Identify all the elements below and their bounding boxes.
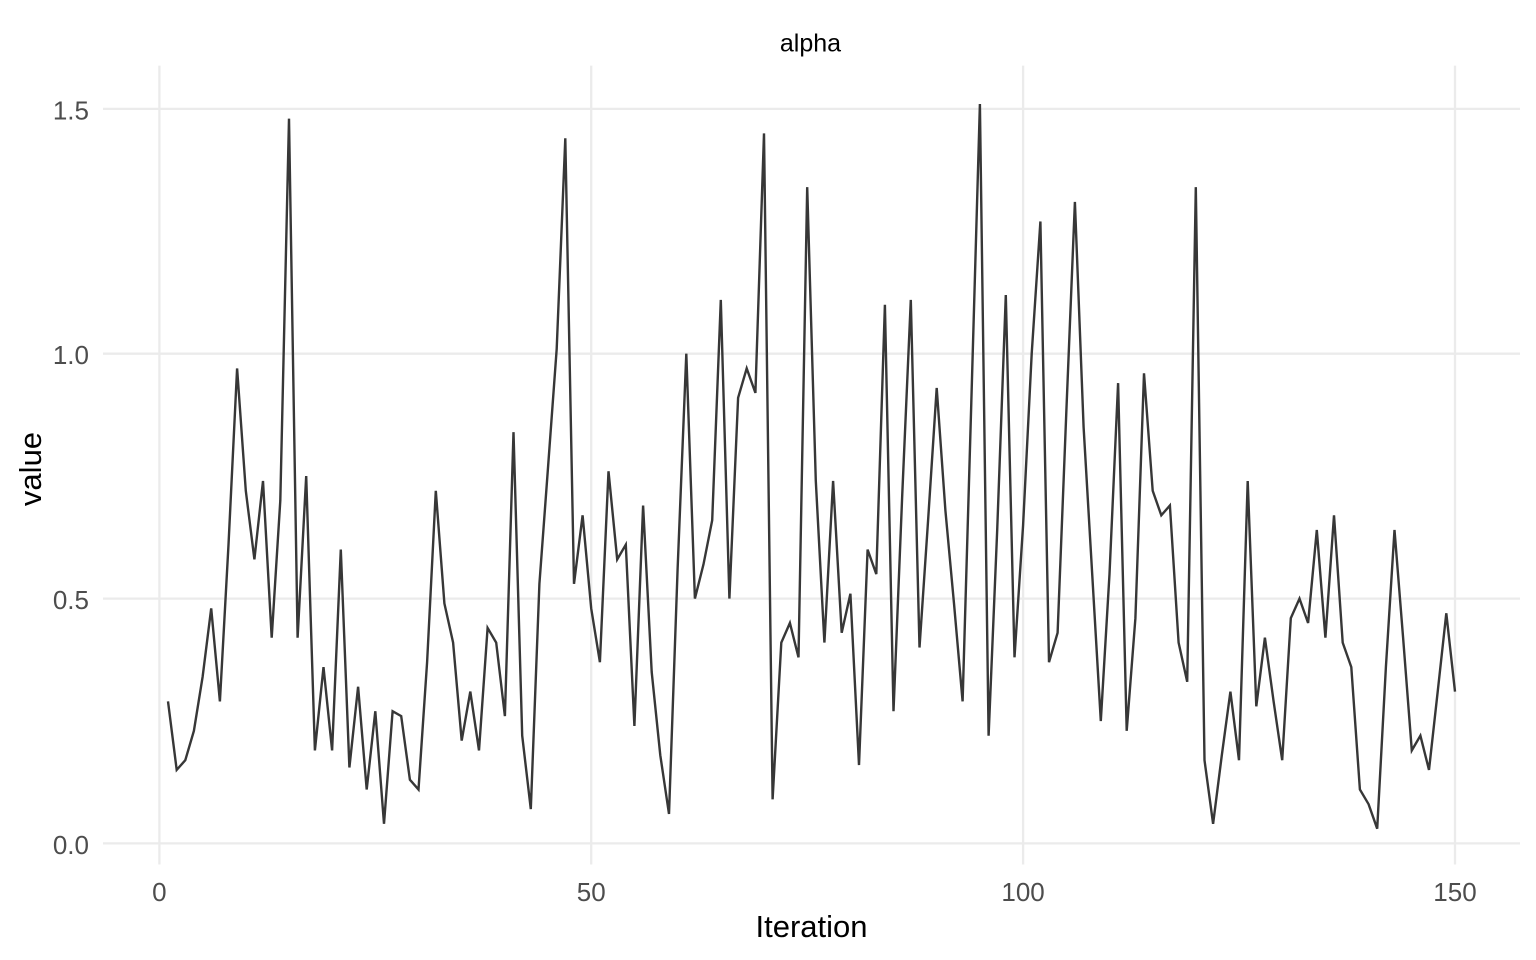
svg-text:50: 50 (577, 877, 606, 907)
svg-text:0.5: 0.5 (53, 585, 89, 615)
svg-text:0: 0 (152, 877, 166, 907)
svg-text:Iteration: Iteration (755, 909, 867, 944)
svg-text:100: 100 (1001, 877, 1044, 907)
svg-text:value: value (13, 432, 48, 506)
svg-text:150: 150 (1433, 877, 1476, 907)
svg-text:1.5: 1.5 (53, 95, 89, 125)
svg-text:0.0: 0.0 (53, 830, 89, 860)
svg-text:1.0: 1.0 (53, 340, 89, 370)
svg-text:alpha: alpha (780, 30, 841, 58)
